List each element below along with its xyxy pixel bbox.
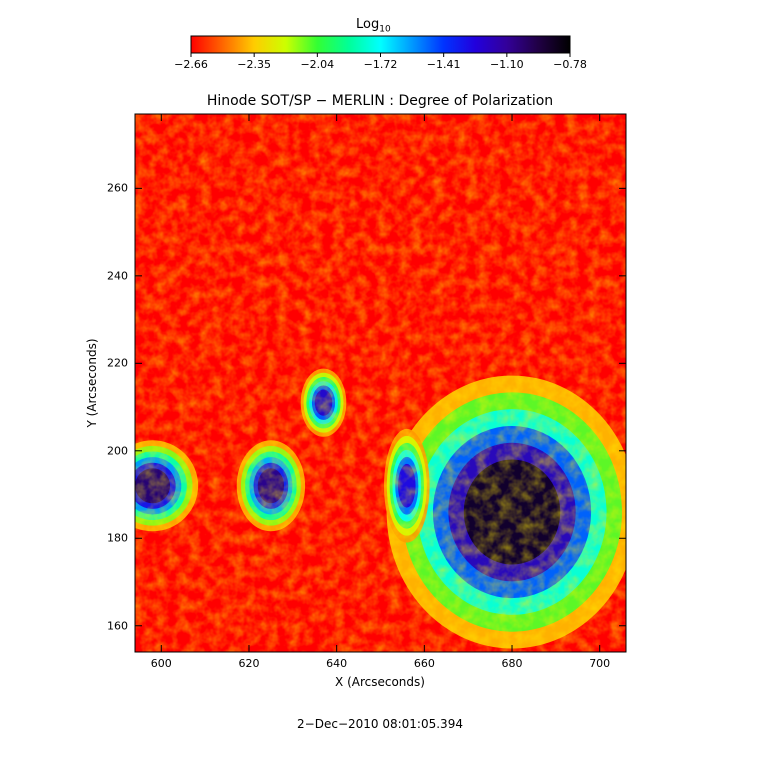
x-tick-label: 640 (326, 657, 348, 670)
colorbar-tick-label: −0.78 (553, 58, 587, 71)
y-tick-label: 200 (107, 444, 128, 458)
x-tick-label: 700 (589, 657, 611, 670)
colorbar-label-main: Log (356, 17, 380, 32)
axis-tick-marks (135, 114, 626, 652)
colorbar-label: Log10 (356, 17, 391, 35)
colorbar (190, 35, 571, 54)
y-axis-label: Y (Arcseconds) (85, 338, 99, 428)
colorbar-tick-label: −1.41 (426, 58, 461, 71)
timestamp: 2−Dec−2010 08:01:05.394 (297, 717, 463, 731)
colorbar-tick-marks (190, 53, 571, 57)
y-tick-label: 220 (107, 356, 128, 370)
granulation-texture (135, 114, 626, 652)
x-tick-label: 600 (150, 657, 172, 670)
y-tick-label: 160 (107, 619, 128, 633)
colorbar-tick-label: −1.10 (489, 58, 524, 71)
colorbar-tick-label: −2.35 (237, 58, 272, 71)
y-tick-label: 260 (107, 181, 128, 195)
x-axis-label: X (Arcseconds) (335, 675, 425, 689)
colorbar-tick-label: −2.66 (174, 58, 208, 71)
x-tick-label: 660 (413, 657, 435, 670)
x-tick-label: 620 (238, 657, 260, 670)
colorbar-tick-label: −2.04 (300, 58, 335, 71)
colorbar-tick-label: −1.72 (363, 58, 398, 71)
colorbar-label-sub: 10 (379, 24, 391, 35)
chart-title: Hinode SOT/SP − MERLIN : Degree of Polar… (206, 93, 554, 109)
plot-frame (134, 113, 627, 653)
x-tick-label: 680 (501, 657, 523, 670)
y-tick-label: 240 (107, 269, 128, 283)
polarization-map (135, 114, 626, 652)
y-tick-label: 180 (107, 531, 128, 545)
